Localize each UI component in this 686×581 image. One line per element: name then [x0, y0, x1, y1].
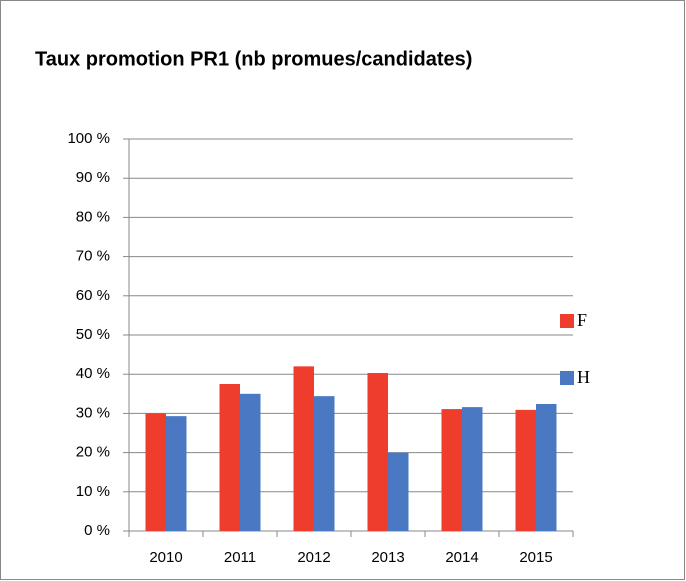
x-tick-label: 2013	[371, 549, 404, 566]
bar	[515, 409, 536, 531]
bar	[219, 384, 240, 531]
legend-swatch	[560, 371, 574, 385]
bar	[367, 373, 388, 531]
bar	[536, 403, 557, 531]
legend-label: F	[577, 310, 587, 330]
bar	[441, 409, 462, 531]
bar	[166, 416, 187, 531]
chart-title: Taux promotion PR1 (nb promues/candidate…	[35, 48, 472, 70]
y-tick-label: 50 %	[76, 326, 110, 343]
x-tick-label: 2015	[519, 549, 552, 566]
y-tick-label: 80 %	[76, 208, 110, 225]
y-tick-label: 20 %	[76, 444, 110, 461]
y-tick-label: 40 %	[76, 365, 110, 382]
legend-swatch	[560, 314, 574, 328]
legend-label: H	[577, 367, 590, 387]
y-tick-label: 60 %	[76, 287, 110, 304]
y-tick-label: 10 %	[76, 483, 110, 500]
bar	[388, 452, 409, 531]
y-tick-label: 70 %	[76, 248, 110, 265]
x-tick-label: 2014	[445, 549, 478, 566]
bar	[145, 413, 166, 531]
y-tick-label: 90 %	[76, 169, 110, 186]
bar	[462, 407, 483, 531]
bar	[293, 366, 314, 531]
y-tick-label: 30 %	[76, 404, 110, 421]
bar	[240, 393, 261, 531]
x-tick-label: 2012	[297, 549, 330, 566]
x-tick-label: 2010	[149, 549, 182, 566]
bar	[314, 396, 335, 531]
y-tick-label: 100 %	[67, 130, 110, 147]
y-tick-label: 0 %	[84, 522, 110, 539]
x-tick-label: 2011	[224, 549, 256, 566]
